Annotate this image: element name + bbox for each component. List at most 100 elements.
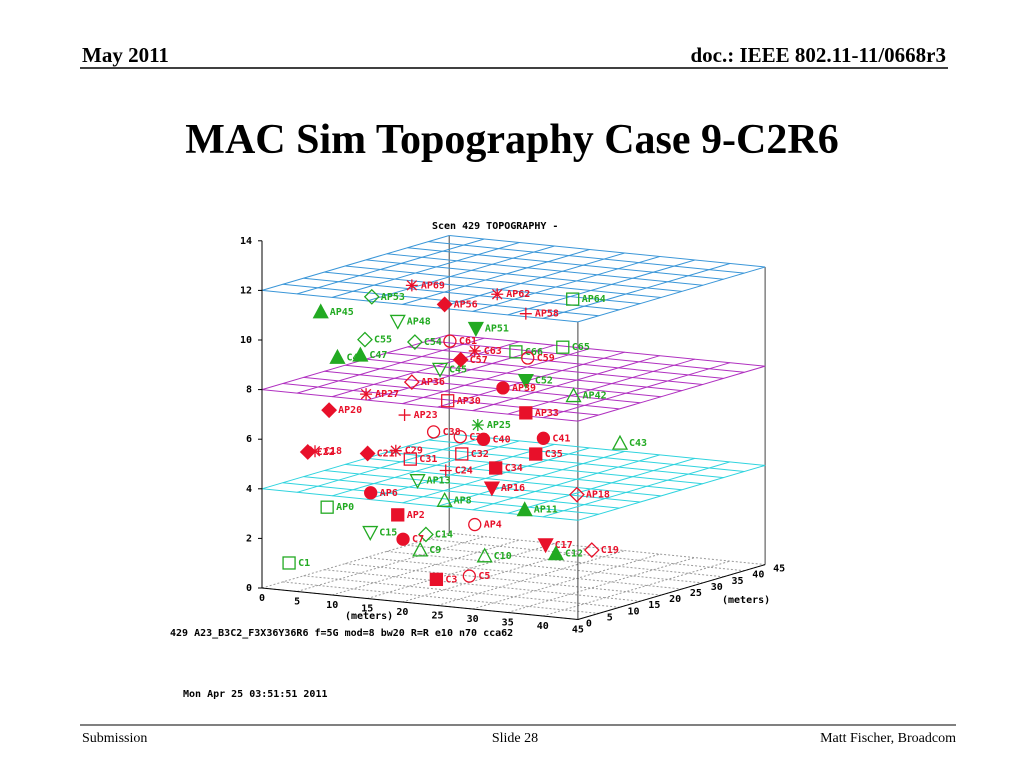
x-tick-label: 10 xyxy=(326,600,338,611)
point-label: C21 xyxy=(377,448,395,459)
point-marker xyxy=(439,464,452,477)
point-marker xyxy=(476,432,491,446)
plane-grid-line xyxy=(365,259,682,292)
point-marker xyxy=(360,388,373,401)
point-label: C1 xyxy=(298,558,310,569)
y-tick-label: 0 xyxy=(586,619,592,630)
point-marker xyxy=(362,525,379,541)
plane-grid-line xyxy=(345,265,662,298)
point-label: C9 xyxy=(429,545,441,556)
point-marker xyxy=(509,345,523,359)
plane-grid-line xyxy=(428,241,745,274)
point-label: C52 xyxy=(535,376,553,387)
point-marker xyxy=(429,572,444,587)
point-marker xyxy=(418,526,434,543)
floor-grid-line xyxy=(282,581,599,614)
point-marker xyxy=(537,538,554,554)
point-label: C43 xyxy=(629,438,647,449)
plane-grid-line xyxy=(407,445,724,479)
point-marker xyxy=(436,491,453,507)
footer-left: Submission xyxy=(82,731,147,746)
point-label: C14 xyxy=(435,529,453,540)
point-label: AP8 xyxy=(454,495,472,506)
point-marker xyxy=(363,288,380,305)
plane-grid-line xyxy=(542,263,731,319)
point-marker xyxy=(403,374,420,390)
point-marker xyxy=(321,402,338,419)
point-label: AP25 xyxy=(487,420,511,431)
plane-grid-line xyxy=(507,259,696,316)
floor-grid-line xyxy=(296,536,485,592)
plane-grid-line xyxy=(449,235,766,268)
plane-grid-line xyxy=(402,348,590,405)
y-tick-label: 45 xyxy=(773,564,785,575)
plane-grid-line xyxy=(296,436,485,493)
point-label: C65 xyxy=(572,342,590,353)
point-label: C47 xyxy=(369,350,387,361)
plane-grid-line xyxy=(402,249,590,305)
point-label: AP45 xyxy=(330,307,354,318)
point-marker xyxy=(568,486,585,503)
point-label: AP62 xyxy=(506,289,530,300)
point-label: AP36 xyxy=(421,377,445,388)
point-label: C3 xyxy=(445,574,457,585)
point-label: AP64 xyxy=(582,294,606,305)
x-tick-label: 0 xyxy=(259,593,265,604)
point-marker xyxy=(389,314,406,330)
point-marker xyxy=(403,452,417,466)
point-marker xyxy=(536,431,551,445)
floor-grid-line xyxy=(472,553,660,610)
z-tick-label: 4 xyxy=(246,484,252,495)
point-marker xyxy=(611,434,629,450)
point-marker xyxy=(389,444,402,457)
point-marker xyxy=(489,461,503,475)
run-info: 429 A23_B3C2_F3X36Y36R6 f=5G mod=8 bw20 … xyxy=(170,628,513,639)
point-marker xyxy=(412,541,429,557)
z-tick-label: 10 xyxy=(240,335,252,346)
point-marker xyxy=(471,419,484,432)
point-marker xyxy=(565,387,582,403)
floor-grid-line xyxy=(303,575,620,608)
point-marker xyxy=(282,556,296,570)
plane-grid-line xyxy=(261,235,450,291)
point-label: C59 xyxy=(537,353,555,364)
point-label: C34 xyxy=(505,463,523,474)
point-marker xyxy=(452,351,469,368)
plane-grid-line xyxy=(345,364,662,398)
point-marker xyxy=(491,288,504,301)
point-label: AP42 xyxy=(583,391,607,402)
plane-grid-line xyxy=(365,457,682,491)
x-tick-label: 5 xyxy=(294,597,300,608)
point-marker xyxy=(405,279,418,292)
floor-grid-line xyxy=(324,569,641,602)
point-label: C18 xyxy=(324,446,342,457)
point-label: C40 xyxy=(493,434,511,445)
floor-grid-line xyxy=(365,557,682,590)
plane-grid-line xyxy=(324,271,641,305)
plane-grid-line xyxy=(437,351,625,408)
floor-grid-line xyxy=(542,560,731,617)
plane-grid-line xyxy=(449,433,766,466)
point-marker xyxy=(529,447,543,461)
point-label: AP16 xyxy=(501,483,525,494)
plane-grid-line xyxy=(296,238,485,295)
slide-title: MAC Sim Topography Case 9-C2R6 xyxy=(185,117,838,163)
point-marker xyxy=(320,500,334,514)
point-label: AP20 xyxy=(338,405,362,416)
point-marker xyxy=(309,445,322,458)
point-label: C46 xyxy=(346,352,364,363)
plane-grid-line xyxy=(428,340,745,373)
y-tick-label: 15 xyxy=(648,600,660,611)
plane-grid-line xyxy=(472,256,660,312)
plane-grid-line xyxy=(296,337,485,394)
point-marker xyxy=(455,447,469,461)
point-label: AP53 xyxy=(381,292,405,303)
z-tick-label: 0 xyxy=(246,583,252,594)
floor-grid-line xyxy=(345,563,662,596)
floor-grid-line xyxy=(332,539,520,596)
y-tick-label: 30 xyxy=(711,582,723,593)
point-label: AP30 xyxy=(457,396,481,407)
plane-grid-line xyxy=(577,365,766,422)
point-label: AP33 xyxy=(535,408,559,419)
header-date: May 2011 xyxy=(82,43,169,67)
